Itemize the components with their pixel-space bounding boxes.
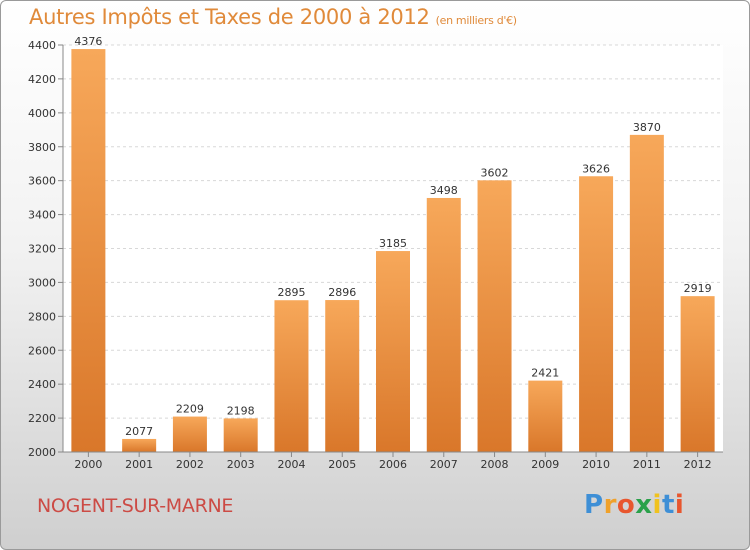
logo-letter: r [603,490,617,520]
logo-letter: i [652,490,662,520]
logo-letter: o [616,490,636,520]
logo-letter: i [674,490,685,520]
data-label-2006: 3185 [379,237,407,250]
logo-letter: t [661,490,675,520]
bar-2002 [172,416,207,452]
data-label-2001: 2077 [125,425,153,438]
y-tick-label: 3400 [28,209,56,222]
x-tick-label-2012: 2012 [684,458,712,471]
data-label-2007: 3498 [430,184,458,197]
bar-2006 [376,251,410,452]
logo-letter: x [635,490,653,520]
x-tick-label-2004: 2004 [277,458,305,471]
x-tick-label-2002: 2002 [176,458,204,471]
y-tick-label: 3800 [28,141,56,154]
bar-2000 [71,49,106,452]
data-label-2004: 2895 [277,286,305,299]
x-tick-label-2000: 2000 [74,458,102,471]
bar-2010 [579,176,614,452]
data-label-2010: 3626 [582,162,610,175]
y-tick-label: 2200 [28,412,56,425]
bar-2003 [223,418,258,452]
x-tick-label-2001: 2001 [125,458,153,471]
proxiti-logo: Proxiti [584,490,684,520]
data-label-2009: 2421 [531,367,559,380]
y-tick-label: 2800 [28,310,56,323]
data-label-2011: 3870 [633,121,661,134]
y-tick-label: 4400 [28,39,56,52]
data-label-2008: 3602 [481,166,509,179]
x-tick-label-2005: 2005 [328,458,356,471]
bar-2008 [477,180,512,452]
x-tick-label-2003: 2003 [227,458,255,471]
y-tick-label: 2600 [28,344,56,357]
x-tick-label-2006: 2006 [379,458,407,471]
bar-2004 [274,300,309,452]
logo-letter: P [584,490,604,520]
data-label-2003: 2198 [227,404,255,417]
bar-2005 [325,300,360,452]
bar-2001 [122,438,157,452]
bar-2007 [426,197,461,452]
chart-title: Autres Impôts et Taxes de 2000 à 2012 (en… [29,5,517,29]
x-tick-label-2009: 2009 [531,458,559,471]
data-label-2012: 2919 [684,282,712,295]
chart-unit: (en milliers d'€) [435,14,517,27]
bar-2012 [680,296,715,452]
y-tick-label: 2000 [28,446,56,459]
location-name: NOGENT-SUR-MARNE [37,495,234,517]
y-tick-label: 3600 [28,175,56,188]
x-tick-label-2011: 2011 [633,458,661,471]
data-label-2000: 4376 [74,35,102,48]
y-tick-label: 4000 [28,107,56,120]
x-tick-label-2007: 2007 [430,458,458,471]
data-label-2002: 2209 [176,403,204,416]
y-tick-label: 3000 [28,276,56,289]
bar-2011 [629,134,664,453]
bar-2009 [528,380,563,452]
chart-title-text: Autres Impôts et Taxes de 2000 à 2012 [29,5,430,29]
x-tick-label-2010: 2010 [582,458,610,471]
y-tick-label: 2400 [28,378,56,391]
y-tick-label: 4200 [28,73,56,86]
x-tick-label-2008: 2008 [481,458,509,471]
y-tick-label: 3200 [28,243,56,256]
data-label-2005: 2896 [328,286,356,299]
